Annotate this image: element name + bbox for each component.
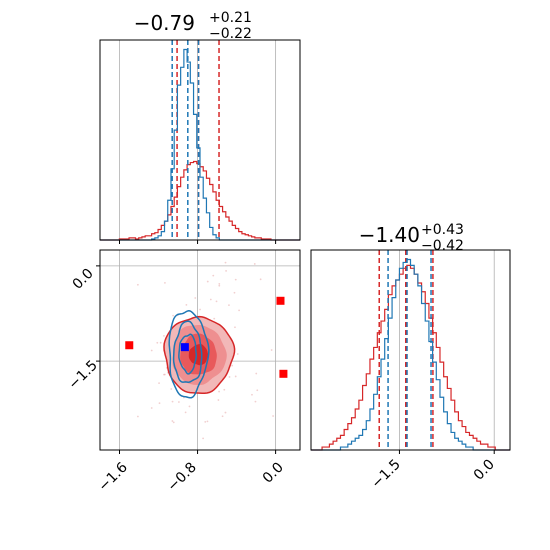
scatter-point bbox=[233, 291, 236, 294]
scatter-point bbox=[177, 401, 180, 403]
title-x: −0.79 bbox=[134, 11, 195, 35]
scatter-point bbox=[218, 284, 221, 287]
scatter-point bbox=[255, 372, 258, 375]
scatter-point bbox=[218, 282, 221, 285]
scatter-point bbox=[228, 304, 230, 306]
scatter-point bbox=[221, 415, 224, 418]
scatter-point bbox=[194, 297, 197, 299]
scatter-point bbox=[150, 407, 153, 409]
scatter-point bbox=[137, 415, 139, 418]
scatter-point bbox=[251, 393, 253, 396]
hist-x-frame bbox=[99, 39, 301, 241]
scatter-point bbox=[163, 334, 165, 337]
scatter-point bbox=[188, 405, 191, 408]
hist-y-background bbox=[311, 250, 510, 450]
red-square-marker-1 bbox=[276, 296, 285, 305]
scatter-point bbox=[206, 280, 209, 283]
title-x-sub: −0.22 bbox=[209, 26, 252, 42]
tick-label-y-1: 0.0 bbox=[70, 266, 97, 293]
hist-y-series-0-step bbox=[311, 264, 510, 451]
scatter-point bbox=[212, 274, 215, 277]
tick-label-x-1: −1.6 bbox=[95, 459, 130, 494]
blue-contour-level-2 bbox=[178, 333, 198, 375]
scatter-point bbox=[163, 373, 166, 376]
scatter-point bbox=[171, 400, 174, 403]
scatter-point bbox=[172, 421, 175, 424]
scatter-point bbox=[236, 353, 239, 355]
scatter-point bbox=[224, 411, 227, 414]
scatter-point bbox=[217, 399, 220, 401]
scatter-point bbox=[215, 300, 218, 303]
scatter-point bbox=[270, 349, 273, 351]
scatter-point bbox=[185, 303, 188, 306]
scatter-point bbox=[204, 420, 207, 423]
tick-label-y-2: −1.5 bbox=[65, 357, 100, 392]
red-contour-level-3 bbox=[188, 344, 209, 366]
scatter-point bbox=[213, 317, 216, 320]
scatter-point bbox=[231, 364, 234, 367]
title-y: −1.40 bbox=[359, 223, 420, 247]
scatter-point bbox=[199, 308, 201, 311]
scatter-point bbox=[156, 341, 159, 344]
red-square-marker-2 bbox=[279, 369, 288, 378]
scatter-point bbox=[136, 283, 139, 286]
contour-panel bbox=[96, 249, 301, 454]
scatter-point bbox=[150, 349, 153, 352]
scatter-point bbox=[234, 375, 237, 378]
scatter-point bbox=[170, 388, 173, 390]
histogram-y-panel bbox=[310, 249, 511, 454]
tick-label-x-2: −0.8 bbox=[164, 460, 199, 495]
scatter-point bbox=[164, 281, 166, 284]
scatter-point bbox=[172, 314, 175, 317]
scatter-point bbox=[253, 263, 256, 265]
scatter-point bbox=[209, 298, 212, 301]
contour-frame bbox=[99, 249, 301, 451]
tick-label-x-3: 0.0 bbox=[260, 460, 287, 487]
scatter-point bbox=[184, 411, 187, 414]
scatter-point bbox=[223, 388, 226, 391]
scatter-point bbox=[225, 270, 227, 272]
scatter-point bbox=[228, 376, 231, 378]
scatter-point bbox=[259, 278, 262, 281]
scatter-point bbox=[158, 402, 161, 405]
scatter-point bbox=[254, 400, 257, 403]
blue-square-marker bbox=[180, 343, 189, 352]
tick-label-yhist-2: 0.0 bbox=[471, 457, 498, 484]
red-square-marker-0 bbox=[125, 341, 134, 350]
scatter-point bbox=[272, 415, 274, 417]
scatter-point bbox=[159, 341, 162, 344]
tick-label-yhist-1: −1.5 bbox=[368, 457, 403, 492]
scatter-point bbox=[238, 309, 240, 312]
scatter-point bbox=[158, 382, 160, 385]
scatter-point bbox=[171, 420, 174, 422]
title-x-sup: +0.21 bbox=[209, 10, 252, 26]
scatter-point bbox=[256, 389, 259, 392]
histogram-x-panel bbox=[99, 39, 301, 244]
scatter-point bbox=[206, 420, 209, 423]
scatter-point bbox=[202, 437, 205, 440]
hist-x-background bbox=[100, 40, 300, 240]
blue-contour-level-0 bbox=[168, 310, 210, 399]
title-y-sup: +0.43 bbox=[421, 222, 464, 238]
scatter-point bbox=[234, 326, 236, 329]
hist-y-series-1-step bbox=[311, 258, 510, 451]
scatter-point bbox=[218, 390, 220, 393]
blue-contour-level-1 bbox=[172, 320, 203, 383]
scatter-point bbox=[224, 261, 227, 264]
hist-y-frame bbox=[310, 249, 511, 451]
scatter-point bbox=[234, 278, 237, 281]
